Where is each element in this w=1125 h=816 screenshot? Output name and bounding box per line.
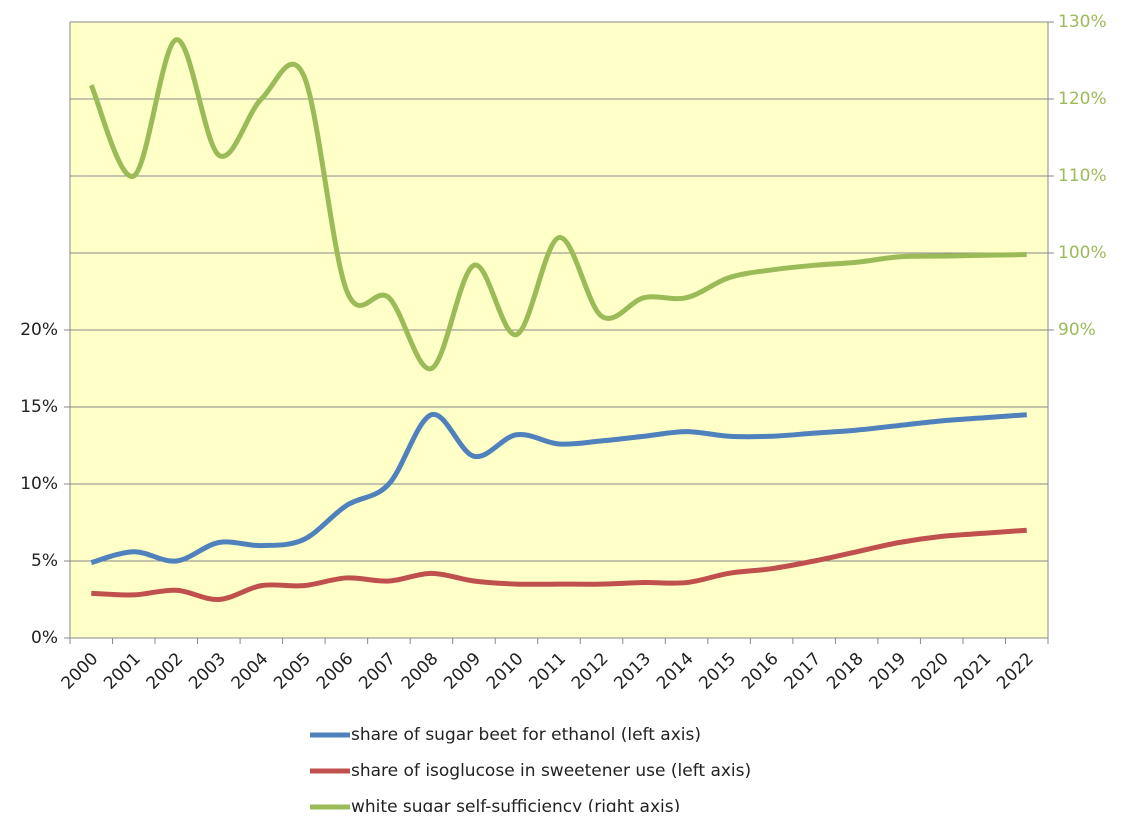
x-tick-label: 2009 bbox=[440, 649, 485, 694]
y-tick-label: 15% bbox=[20, 397, 58, 417]
x-tick-label: 2020 bbox=[908, 649, 953, 694]
x-tick-label: 2022 bbox=[993, 649, 1038, 694]
y2-tick-label: 90% bbox=[1058, 320, 1096, 340]
x-tick-label: 2006 bbox=[313, 649, 358, 694]
x-tick-label: 2007 bbox=[355, 649, 400, 694]
legend-label: share of sugar beet for ethanol (left ax… bbox=[351, 725, 701, 745]
x-tick-label: 2003 bbox=[185, 649, 230, 694]
y2-tick-label: 100% bbox=[1058, 243, 1107, 263]
line-series bbox=[91, 527, 1027, 603]
x-tick-label: 2011 bbox=[525, 649, 570, 694]
x-tick-label: 2002 bbox=[143, 649, 188, 694]
x-tick-label: 2017 bbox=[780, 649, 825, 694]
x-tick-label: 2008 bbox=[398, 649, 443, 694]
y-tick-label: 5% bbox=[31, 551, 58, 571]
x-tick-label: 2016 bbox=[738, 649, 783, 694]
x-tick-label: 2013 bbox=[610, 649, 655, 694]
y2-tick-label: 110% bbox=[1058, 166, 1107, 186]
y-tick-label: 10% bbox=[20, 474, 58, 494]
x-tick-label: 2012 bbox=[568, 649, 613, 694]
x-tick-label: 2019 bbox=[866, 649, 911, 694]
y2-tick-label: 120% bbox=[1058, 89, 1107, 109]
x-tick-label: 2004 bbox=[228, 649, 273, 694]
legend-label: white sugar self-sufficiency (right axis… bbox=[351, 797, 680, 812]
x-tick-label: 2015 bbox=[695, 649, 740, 694]
x-tick-label: 2010 bbox=[483, 649, 528, 694]
line-series bbox=[88, 37, 1027, 372]
x-tick-label: 2000 bbox=[58, 649, 103, 694]
y2-tick-label: 130% bbox=[1058, 12, 1107, 32]
line-series bbox=[90, 412, 1027, 565]
x-tick-label: 2001 bbox=[100, 649, 145, 694]
y-tick-label: 0% bbox=[31, 628, 58, 648]
x-tick-label: 2018 bbox=[823, 649, 868, 694]
y-tick-label: 20% bbox=[20, 320, 58, 340]
x-tick-label: 2021 bbox=[951, 649, 996, 694]
x-tick-label: 2005 bbox=[270, 649, 315, 694]
legend-label: share of isoglucose in sweetener use (le… bbox=[351, 761, 751, 781]
x-tick-label: 2014 bbox=[653, 649, 698, 694]
